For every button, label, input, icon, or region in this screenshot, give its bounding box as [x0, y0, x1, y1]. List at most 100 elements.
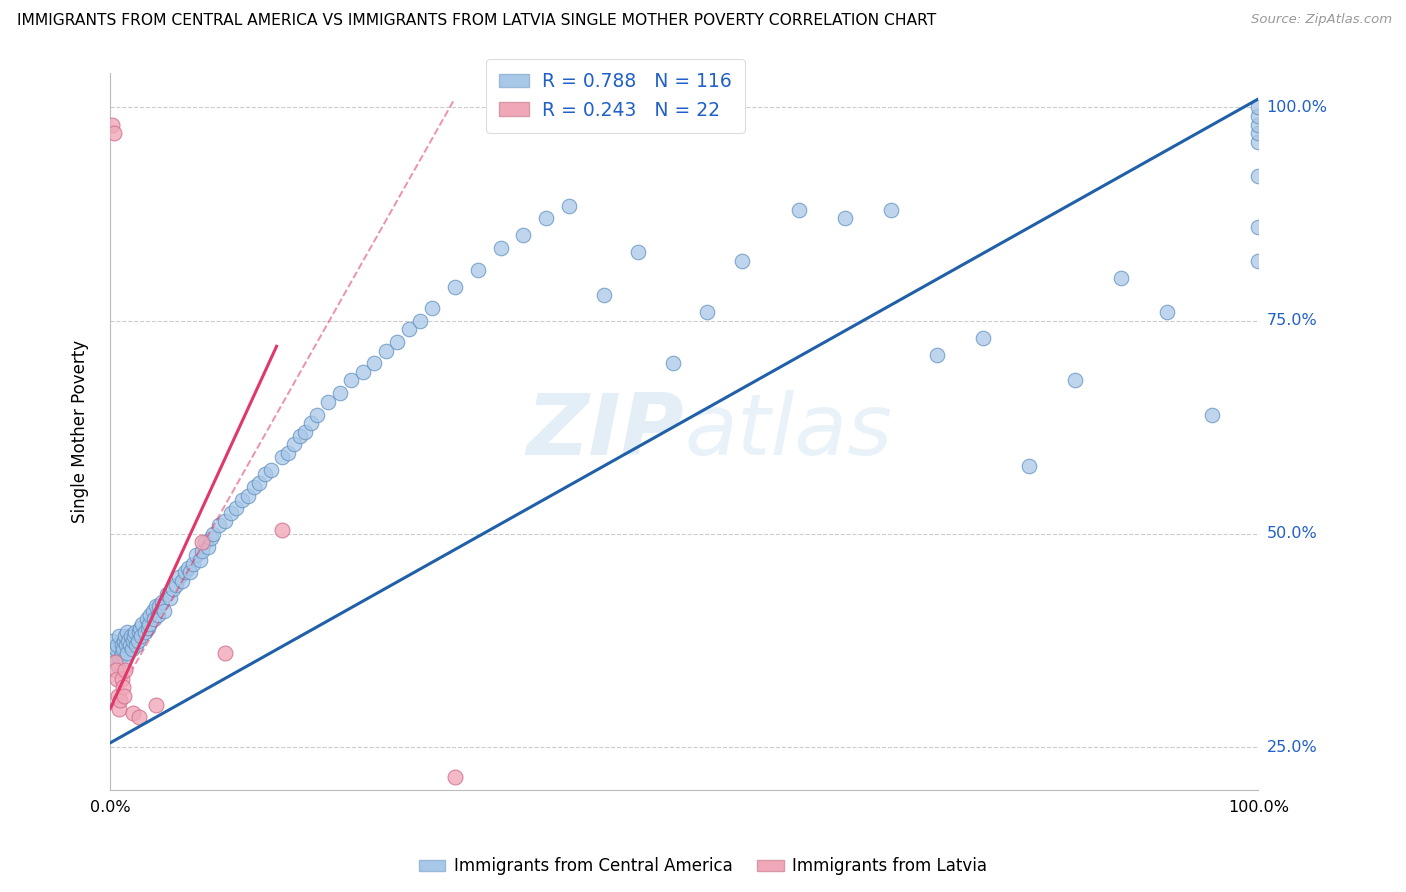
Point [443, 279, 465, 293]
Point [101, 633, 124, 648]
Point [134, 625, 156, 640]
Point [247, 475, 270, 490]
Point [288, 429, 311, 443]
Point [194, 535, 217, 549]
Point [110, 646, 132, 660]
Point [254, 467, 277, 482]
Text: 100.0%: 100.0% [1267, 100, 1327, 115]
Point [128, 625, 150, 640]
Text: atlas: atlas [685, 390, 893, 473]
Point [122, 706, 145, 720]
Point [135, 612, 157, 626]
Point [162, 582, 184, 597]
Point [1201, 408, 1223, 422]
Point [120, 629, 142, 643]
Point [200, 531, 222, 545]
Point [271, 450, 294, 465]
Point [101, 118, 124, 132]
Point [1063, 373, 1085, 387]
Point [299, 416, 322, 430]
Point [214, 514, 236, 528]
Point [145, 599, 167, 614]
Point [131, 616, 153, 631]
Point [104, 655, 127, 669]
Point [316, 394, 339, 409]
Point [112, 689, 135, 703]
Point [558, 198, 581, 212]
Point [112, 633, 135, 648]
Point [260, 463, 283, 477]
Point [467, 262, 489, 277]
Point [197, 540, 219, 554]
Point [787, 202, 810, 217]
Point [536, 211, 558, 226]
Point [127, 633, 149, 648]
Point [1247, 126, 1270, 140]
Point [117, 625, 139, 640]
Point [142, 604, 165, 618]
Point [398, 322, 420, 336]
Point [145, 698, 167, 712]
Point [208, 518, 231, 533]
Point [124, 625, 146, 640]
Text: 25.0%: 25.0% [1267, 739, 1317, 755]
Point [188, 552, 211, 566]
Point [104, 642, 127, 657]
Legend: Immigrants from Central America, Immigrants from Latvia: Immigrants from Central America, Immigra… [412, 851, 994, 882]
Point [165, 578, 187, 592]
Point [329, 386, 352, 401]
Point [114, 650, 136, 665]
Point [104, 655, 127, 669]
Legend: R = 0.788   N = 116, R = 0.243   N = 22: R = 0.788 N = 116, R = 0.243 N = 22 [486, 59, 745, 133]
Point [117, 646, 139, 660]
Point [103, 646, 125, 660]
Point [159, 591, 181, 605]
Point [110, 693, 132, 707]
Point [103, 126, 125, 140]
Point [1247, 100, 1270, 114]
Point [107, 659, 129, 673]
Point [173, 566, 195, 580]
Point [111, 681, 134, 695]
Point [409, 314, 432, 328]
Point [294, 425, 316, 439]
Point [1247, 135, 1270, 149]
Point [139, 607, 162, 622]
Point [925, 348, 948, 362]
Point [156, 587, 179, 601]
Point [512, 228, 534, 243]
Point [118, 638, 141, 652]
Point [363, 356, 385, 370]
Point [148, 607, 170, 622]
Point [374, 343, 396, 358]
Text: 75.0%: 75.0% [1267, 313, 1317, 328]
Point [114, 629, 136, 643]
Point [177, 561, 200, 575]
Point [1109, 271, 1132, 285]
Point [110, 638, 132, 652]
Point [181, 557, 204, 571]
Point [1247, 219, 1270, 234]
Point [136, 621, 159, 635]
Point [1018, 458, 1040, 473]
Text: ZIP: ZIP [527, 390, 685, 473]
Point [1247, 169, 1270, 183]
Point [1247, 109, 1270, 123]
Point [150, 595, 173, 609]
Point [219, 506, 242, 520]
Point [1247, 118, 1270, 132]
Point [128, 710, 150, 724]
Point [129, 629, 152, 643]
Point [138, 616, 160, 631]
Point [167, 569, 190, 583]
Point [122, 629, 145, 643]
Point [242, 480, 264, 494]
Point [443, 770, 465, 784]
Point [108, 702, 131, 716]
Point [489, 241, 512, 255]
Point [172, 574, 194, 588]
Point [108, 629, 131, 643]
Point [661, 356, 683, 370]
Point [202, 527, 225, 541]
Point [129, 621, 152, 635]
